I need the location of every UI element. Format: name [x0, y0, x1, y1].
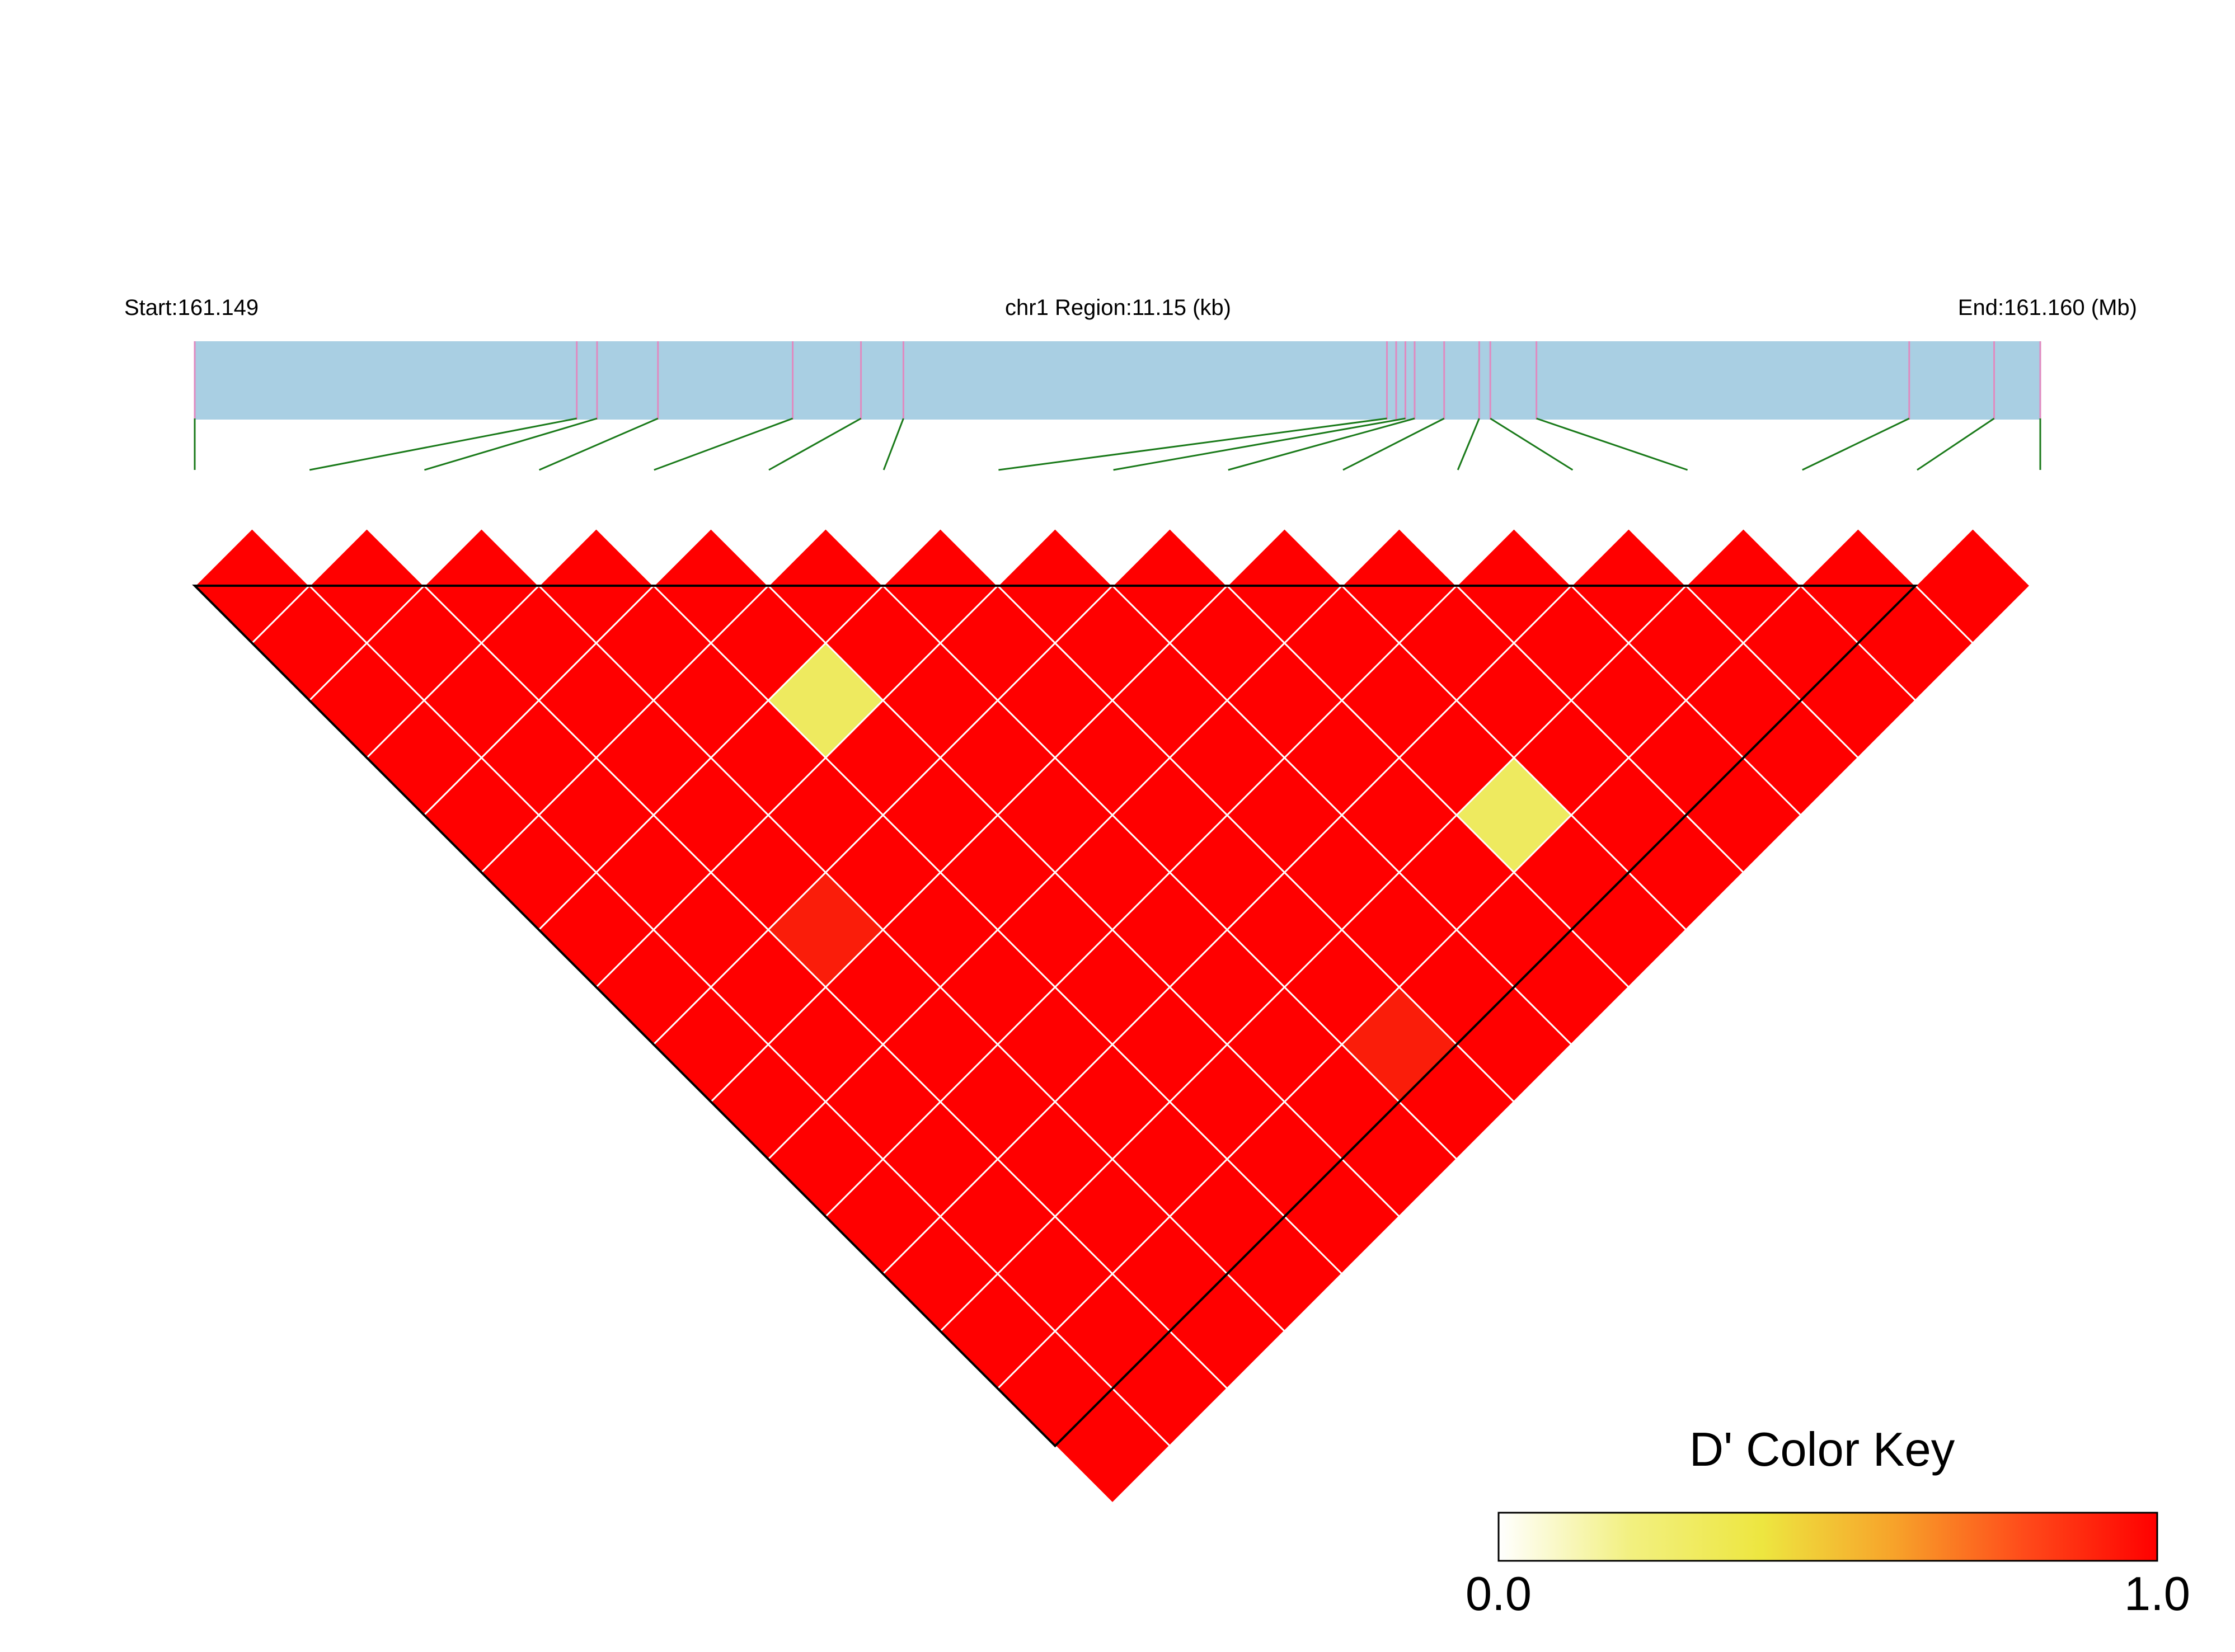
- snp-connector: [654, 417, 793, 471]
- snp-connector: [1342, 417, 1445, 471]
- ld-heatmap-cells: [193, 527, 2032, 1505]
- snp-connector: [882, 418, 904, 470]
- snp-connector: [1917, 417, 1995, 471]
- snp-connector: [1490, 417, 1574, 471]
- snp-connector: [1457, 418, 1480, 470]
- ld-block-triangle: [192, 585, 1918, 1448]
- snp-connector: [1113, 417, 1406, 471]
- color-key: D' Color Key 0.0 1.0: [1466, 1423, 2190, 1621]
- snp-connector-lines: [194, 417, 2041, 471]
- snp-connector: [309, 417, 577, 471]
- snp-connector: [768, 417, 862, 471]
- start-label: Start:161.149: [124, 295, 259, 320]
- ld-cell: [1914, 527, 2032, 644]
- snp-connector: [1228, 417, 1415, 471]
- snp-connector: [998, 417, 1387, 471]
- color-key-max-label: 1.0: [2124, 1568, 2190, 1621]
- snp-markers: [194, 341, 2041, 420]
- end-label: End:161.160 (Mb): [1958, 295, 2137, 320]
- color-key-bar: [1497, 1512, 2158, 1562]
- snp-connector: [424, 417, 598, 471]
- gene-track: [195, 341, 2040, 420]
- color-key-title: D' Color Key: [1689, 1423, 1955, 1476]
- snp-connector: [1536, 417, 1688, 471]
- snp-connector: [1802, 417, 1910, 471]
- region-label: chr1 Region:11.15 (kb): [1005, 295, 1231, 320]
- snp-connector: [539, 417, 659, 471]
- ld-block-outline: [192, 585, 1918, 1448]
- color-key-min-label: 0.0: [1466, 1568, 1532, 1621]
